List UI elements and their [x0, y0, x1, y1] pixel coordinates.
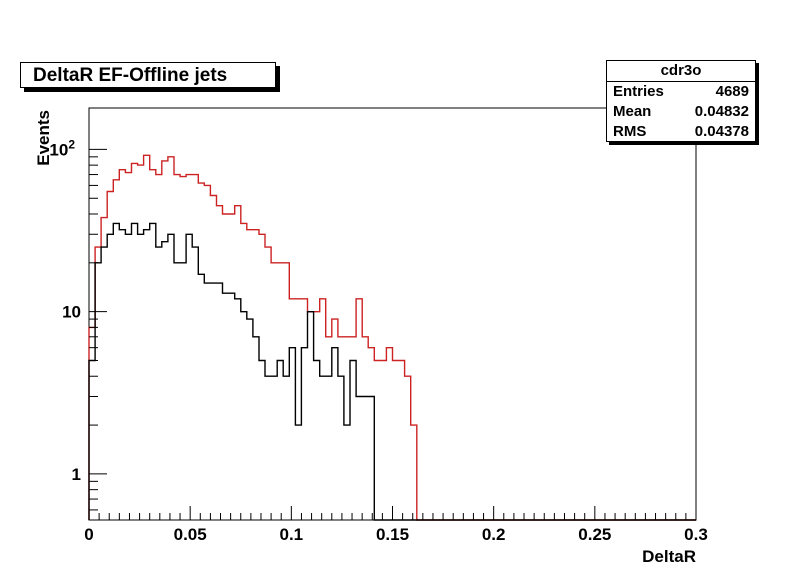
plot-frame: [88, 107, 697, 521]
histogram-series-0: [88, 154, 696, 521]
y-axis-title: Events: [34, 110, 53, 166]
x-tick-label: 0.15: [376, 525, 409, 544]
stats-row-mean: Mean 0.04832: [607, 102, 755, 122]
x-tick-label: 0.1: [280, 525, 304, 544]
stats-row-entries: Entries 4689: [607, 82, 755, 102]
x-tick-label: 0: [84, 525, 93, 544]
axis-layer: 0 0.05 0.1 0.15 0.2 0.25 0.3 1 10 102: [49, 137, 707, 544]
y-tick-label: 102: [49, 137, 75, 159]
x-axis-title: DeltaR: [642, 547, 696, 566]
y-tick-label: 10: [62, 303, 81, 322]
stats-row-rms: RMS 0.04378: [607, 122, 755, 142]
x-tick-label: 0.25: [578, 525, 611, 544]
stats-value: 0.04378: [694, 123, 749, 140]
stats-value: 4689: [715, 83, 749, 100]
y-tick-label: 1: [72, 465, 81, 484]
stats-label: RMS: [613, 123, 647, 140]
x-tick-label: 0.05: [174, 525, 207, 544]
series-layer: [88, 154, 696, 521]
x-tick-label: 0.3: [684, 525, 708, 544]
chart-title: DeltaR EF-Offline jets: [20, 62, 276, 88]
x-tick-label: 0.2: [482, 525, 506, 544]
stats-box: cdr3o Entries 4689 Mean 0.04832 RMS 0.04…: [606, 60, 756, 142]
stats-value: 0.04832: [694, 103, 749, 120]
stats-label: Entries: [613, 83, 664, 100]
histogram-series-1: [88, 222, 696, 521]
stats-label: Mean: [613, 103, 652, 120]
stats-name: cdr3o: [607, 61, 755, 82]
